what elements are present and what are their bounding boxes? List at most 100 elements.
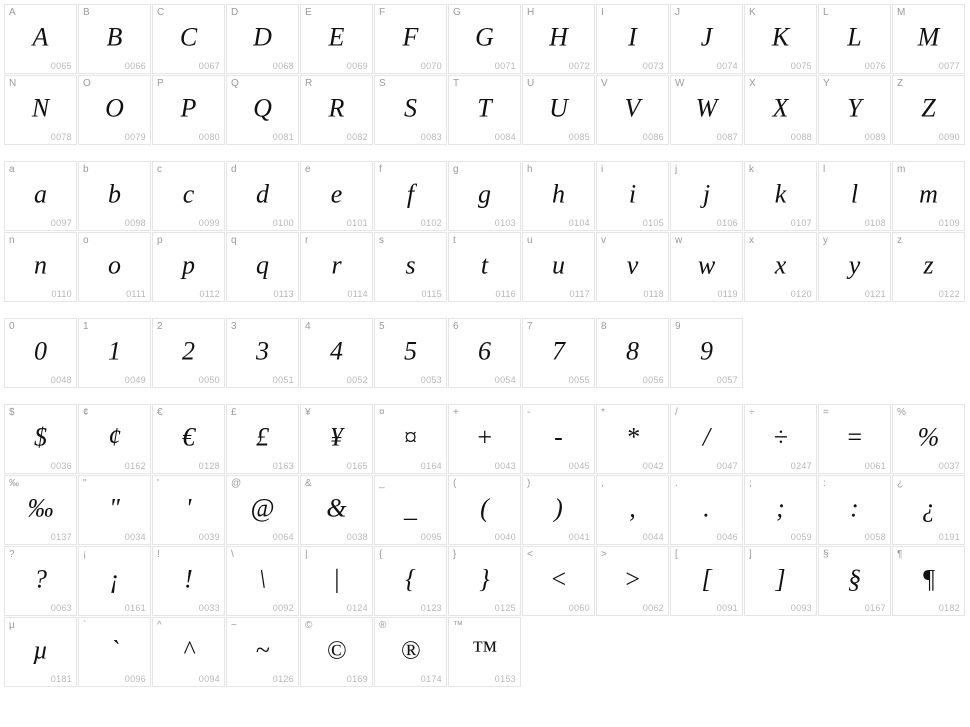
glyph-cell[interactable]: NN0078 [4, 75, 77, 145]
glyph-cell[interactable]: ZZ0090 [892, 75, 965, 145]
glyph-cell[interactable]: __0095 [374, 475, 447, 545]
glyph-cell[interactable]: aa0097 [4, 161, 77, 231]
glyph-cell[interactable]: ""0034 [78, 475, 151, 545]
glyph-cell[interactable]: ss0115 [374, 232, 447, 302]
glyph-cell[interactable]: XX0088 [744, 75, 817, 145]
glyph-cell[interactable]: yy0121 [818, 232, 891, 302]
glyph-cell[interactable]: CC0067 [152, 4, 225, 74]
glyph-cell[interactable]: FF0070 [374, 4, 447, 74]
glyph-cell[interactable]: QQ0081 [226, 75, 299, 145]
glyph-cell[interactable]: EE0069 [300, 4, 373, 74]
glyph-cell[interactable]: ((0040 [448, 475, 521, 545]
glyph-cell[interactable]: KK0075 [744, 4, 817, 74]
glyph-cell[interactable]: oo0111 [78, 232, 151, 302]
glyph-cell[interactable]: AA0065 [4, 4, 77, 74]
glyph-cell[interactable]: GG0071 [448, 4, 521, 74]
glyph-cell[interactable]: bb0098 [78, 161, 151, 231]
glyph-cell[interactable]: xx0120 [744, 232, 817, 302]
glyph-cell[interactable]: €€0128 [152, 404, 225, 474]
glyph-cell[interactable]: @@0064 [226, 475, 299, 545]
glyph-cell[interactable]: ££0163 [226, 404, 299, 474]
glyph-cell[interactable]: zz0122 [892, 232, 965, 302]
glyph-cell[interactable]: \\0092 [226, 546, 299, 616]
glyph-cell[interactable]: ¥¥0165 [300, 404, 373, 474]
glyph-cell[interactable]: BB0066 [78, 4, 151, 74]
glyph-cell[interactable]: $$0036 [4, 404, 77, 474]
glyph-cell[interactable]: 440052 [300, 318, 373, 388]
glyph-cell[interactable]: ^^0094 [152, 617, 225, 687]
glyph-cell[interactable]: µµ0181 [4, 617, 77, 687]
glyph-cell[interactable]: WW0087 [670, 75, 743, 145]
glyph-cell[interactable]: ==0061 [818, 404, 891, 474]
glyph-cell[interactable]: nn0110 [4, 232, 77, 302]
glyph-cell[interactable]: 330051 [226, 318, 299, 388]
glyph-cell[interactable]: dd0100 [226, 161, 299, 231]
glyph-cell[interactable]: ÷÷0247 [744, 404, 817, 474]
glyph-cell[interactable]: HH0072 [522, 4, 595, 74]
glyph-cell[interactable]: 550053 [374, 318, 447, 388]
glyph-cell[interactable]: //0047 [670, 404, 743, 474]
glyph-cell[interactable]: ..0046 [670, 475, 743, 545]
glyph-cell[interactable]: 110049 [78, 318, 151, 388]
glyph-cell[interactable]: --0045 [522, 404, 595, 474]
glyph-cell[interactable]: gg0103 [448, 161, 521, 231]
glyph-cell[interactable]: %%0037 [892, 404, 965, 474]
glyph-cell[interactable]: ''0039 [152, 475, 225, 545]
glyph-cell[interactable]: cc0099 [152, 161, 225, 231]
glyph-cell[interactable]: pp0112 [152, 232, 225, 302]
glyph-cell[interactable]: UU0085 [522, 75, 595, 145]
glyph-cell[interactable]: uu0117 [522, 232, 595, 302]
glyph-cell[interactable]: ff0102 [374, 161, 447, 231]
glyph-cell[interactable]: 990057 [670, 318, 743, 388]
glyph-cell[interactable]: 770055 [522, 318, 595, 388]
glyph-cell[interactable]: OO0079 [78, 75, 151, 145]
glyph-cell[interactable]: 880056 [596, 318, 669, 388]
glyph-cell[interactable]: ??0063 [4, 546, 77, 616]
glyph-cell[interactable]: ii0105 [596, 161, 669, 231]
glyph-cell[interactable]: ++0043 [448, 404, 521, 474]
glyph-cell[interactable]: SS0083 [374, 75, 447, 145]
glyph-cell[interactable]: ®®0174 [374, 617, 447, 687]
glyph-cell[interactable]: 000048 [4, 318, 77, 388]
glyph-cell[interactable]: qq0113 [226, 232, 299, 302]
glyph-cell[interactable]: ``0096 [78, 617, 151, 687]
glyph-cell[interactable]: ,,0044 [596, 475, 669, 545]
glyph-cell[interactable]: ]]0093 [744, 546, 817, 616]
glyph-cell[interactable]: ¶¶0182 [892, 546, 965, 616]
glyph-cell[interactable]: 220050 [152, 318, 225, 388]
glyph-cell[interactable]: ee0101 [300, 161, 373, 231]
glyph-cell[interactable]: ¡¡0161 [78, 546, 151, 616]
glyph-cell[interactable]: mm0109 [892, 161, 965, 231]
glyph-cell[interactable]: }}0125 [448, 546, 521, 616]
glyph-cell[interactable]: ll0108 [818, 161, 891, 231]
glyph-cell[interactable]: !!0033 [152, 546, 225, 616]
glyph-cell[interactable]: <<0060 [522, 546, 595, 616]
glyph-cell[interactable]: ¿¿0191 [892, 475, 965, 545]
glyph-cell[interactable]: rr0114 [300, 232, 373, 302]
glyph-cell[interactable]: ;;0059 [744, 475, 817, 545]
glyph-cell[interactable]: ))0041 [522, 475, 595, 545]
glyph-cell[interactable]: ¢¢0162 [78, 404, 151, 474]
glyph-cell[interactable]: ~~0126 [226, 617, 299, 687]
glyph-cell[interactable]: jj0106 [670, 161, 743, 231]
glyph-cell[interactable]: 660054 [448, 318, 521, 388]
glyph-cell[interactable]: tt0116 [448, 232, 521, 302]
glyph-cell[interactable]: §§0167 [818, 546, 891, 616]
glyph-cell[interactable]: RR0082 [300, 75, 373, 145]
glyph-cell[interactable]: ||0124 [300, 546, 373, 616]
glyph-cell[interactable]: TT0084 [448, 75, 521, 145]
glyph-cell[interactable]: **0042 [596, 404, 669, 474]
glyph-cell[interactable]: ¤¤0164 [374, 404, 447, 474]
glyph-cell[interactable]: LL0076 [818, 4, 891, 74]
glyph-cell[interactable]: II0073 [596, 4, 669, 74]
glyph-cell[interactable]: hh0104 [522, 161, 595, 231]
glyph-cell[interactable]: >>0062 [596, 546, 669, 616]
glyph-cell[interactable]: ™™0153 [448, 617, 521, 687]
glyph-cell[interactable]: &&0038 [300, 475, 373, 545]
glyph-cell[interactable]: [[0091 [670, 546, 743, 616]
glyph-cell[interactable]: YY0089 [818, 75, 891, 145]
glyph-cell[interactable]: VV0086 [596, 75, 669, 145]
glyph-cell[interactable]: JJ0074 [670, 4, 743, 74]
glyph-cell[interactable]: ww0119 [670, 232, 743, 302]
glyph-cell[interactable]: DD0068 [226, 4, 299, 74]
